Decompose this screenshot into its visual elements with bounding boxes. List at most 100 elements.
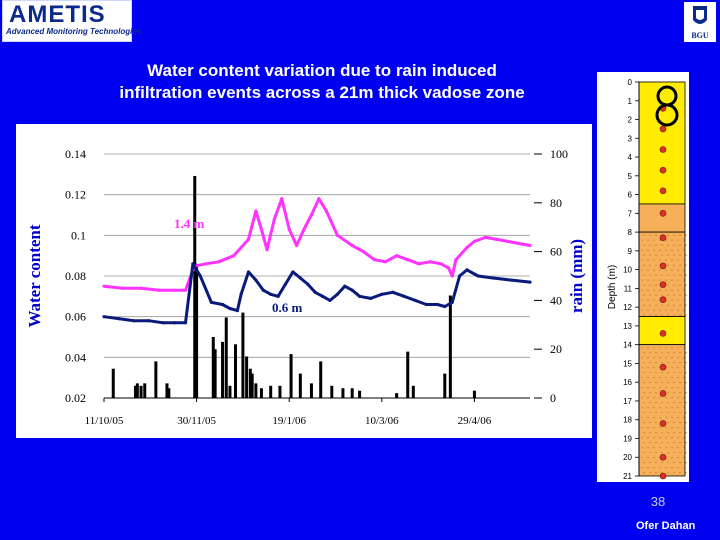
y-tick-label: 0.06 <box>65 310 86 324</box>
series-point <box>183 288 188 292</box>
y-tick-label: 0.08 <box>65 269 86 283</box>
series-point <box>509 278 514 282</box>
sediment-texture-dot <box>653 407 655 409</box>
sediment-texture-dot <box>673 472 675 474</box>
sediment-texture-dot <box>679 284 681 286</box>
x-tick-label: 11/10/05 <box>85 415 124 427</box>
sediment-texture-dot <box>671 289 673 291</box>
y2-tick-label: 20 <box>550 342 562 356</box>
sediment-texture-dot <box>679 362 681 364</box>
sediment-texture-dot <box>671 299 673 301</box>
rain-bar <box>358 390 362 398</box>
series-point <box>443 304 447 309</box>
depth-tick-label: 3 <box>628 134 633 143</box>
depth-axis-label: Depth (m) <box>607 265 618 309</box>
sediment-texture-dot <box>683 427 685 429</box>
y2-tick-label: 100 <box>550 147 568 161</box>
sediment-texture-dot <box>641 289 643 291</box>
rain-bar <box>224 317 228 398</box>
sediment-texture-dot <box>665 447 667 449</box>
series-point <box>309 213 314 217</box>
sediment-texture-dot <box>647 397 649 399</box>
series-point <box>380 292 384 296</box>
series-point <box>254 278 258 282</box>
sensor-dot <box>659 330 667 337</box>
sediment-texture-dot <box>643 362 645 364</box>
series-point <box>217 260 221 264</box>
rain-bar <box>228 385 232 398</box>
y2-tick-label: 80 <box>550 196 562 210</box>
sediment-texture-dot <box>665 427 667 429</box>
series-point <box>343 284 347 288</box>
series-point <box>313 290 317 294</box>
sediment-texture-dot <box>647 407 649 409</box>
sediment-texture-dot <box>649 234 651 236</box>
series-point <box>220 302 225 307</box>
author-credit: Ofer Dahan <box>636 520 696 532</box>
sediment-texture-dot <box>671 309 673 311</box>
sediment-texture-dot <box>685 294 687 296</box>
sediment-texture-dot <box>655 462 657 464</box>
sediment-texture-dot <box>677 299 679 301</box>
depth-tick-label: 2 <box>628 116 633 125</box>
sediment-texture-dot <box>641 249 643 251</box>
rain-bar <box>472 390 476 398</box>
sediment-texture-dot <box>667 372 669 374</box>
series-point <box>117 317 121 321</box>
depth-tick-label: 19 <box>623 434 632 443</box>
sediment-texture-dot <box>685 314 687 316</box>
series-point <box>295 243 299 248</box>
sediment-texture-dot <box>649 254 651 256</box>
series-point <box>450 300 454 305</box>
sediment-texture-dot <box>655 284 657 286</box>
sediment-texture-dot <box>667 432 669 434</box>
sediment-texture-dot <box>649 304 651 306</box>
sediment-texture-dot <box>679 234 681 236</box>
sediment-texture-dot <box>683 309 685 311</box>
y-tick-label: 0.14 <box>65 147 86 161</box>
series-point <box>406 258 410 262</box>
sediment-texture-dot <box>643 452 645 454</box>
sediment-texture-dot <box>643 382 645 384</box>
series-point <box>209 300 214 305</box>
sediment-texture-dot <box>683 367 685 369</box>
sediment-texture-dot <box>661 304 663 306</box>
series-point <box>272 217 276 221</box>
sediment-texture-dot <box>641 437 643 439</box>
series-point <box>483 235 488 239</box>
sediment-texture-dot <box>661 402 663 404</box>
sediment-texture-dot <box>677 467 679 469</box>
sediment-texture-dot <box>665 259 667 261</box>
depth-tick-label: 1 <box>628 97 633 106</box>
sediment-texture-dot <box>665 467 667 469</box>
sensor-dot <box>659 420 667 427</box>
sediment-texture-dot <box>643 372 645 374</box>
sediment-texture-dot <box>679 314 681 316</box>
sediment-texture-dot <box>647 299 649 301</box>
sediment-texture-dot <box>661 462 663 464</box>
series-point <box>361 250 365 254</box>
sediment-texture-dot <box>683 437 685 439</box>
sediment-texture-dot <box>673 452 675 454</box>
sensor-dot <box>659 125 667 133</box>
rain-bar <box>406 351 410 398</box>
sediment-texture-dot <box>643 314 645 316</box>
sediment-texture-dot <box>643 472 645 474</box>
sediment-texture-dot <box>655 402 657 404</box>
sediment-texture-dot <box>679 372 681 374</box>
sediment-texture-dot <box>647 417 649 419</box>
sediment-texture-dot <box>649 422 651 424</box>
sediment-texture-dot <box>659 249 661 251</box>
series-point <box>372 258 377 262</box>
sediment-texture-dot <box>673 392 675 394</box>
sediment-texture-dot <box>683 407 685 409</box>
logo-title: AMETIS <box>9 1 106 28</box>
series-point <box>183 321 188 325</box>
sediment-texture-dot <box>667 412 669 414</box>
sediment-texture-dot <box>659 269 661 271</box>
sediment-texture-dot <box>649 462 651 464</box>
series-point <box>465 268 469 272</box>
depth-tick-label: 16 <box>623 378 632 387</box>
sediment-texture-dot <box>665 407 667 409</box>
depth-tick-label: 5 <box>628 172 633 181</box>
